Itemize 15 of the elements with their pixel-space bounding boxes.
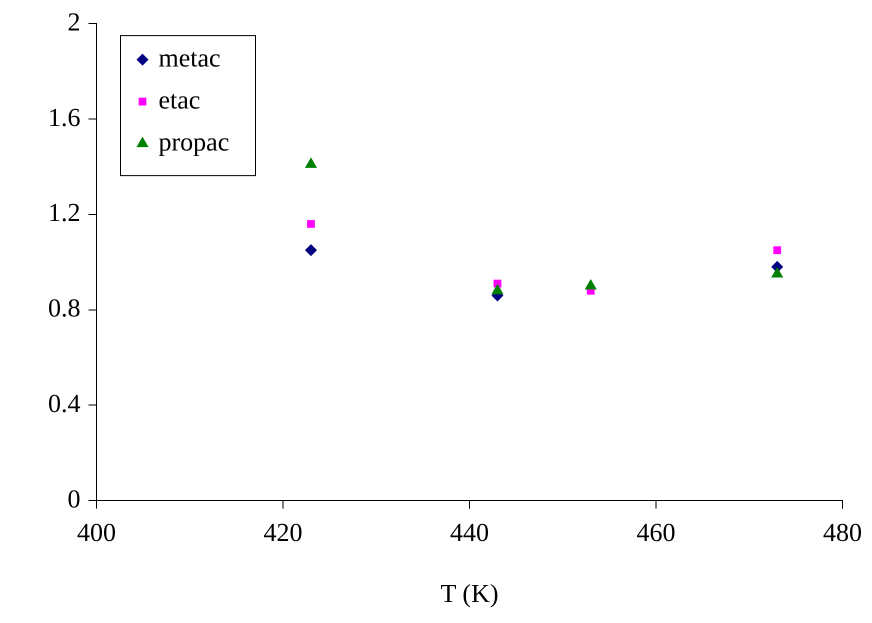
y-tick-label: 1.6 (48, 102, 80, 132)
x-tick-label: 440 (450, 518, 489, 548)
y-tick-label: 0 (68, 484, 80, 514)
y-tick-label: 0.8 (48, 294, 80, 323)
x-tick-label: 460 (636, 518, 676, 548)
legend-label: etac (158, 85, 200, 114)
y-tick-label: 1.2 (48, 198, 80, 228)
legend-label: metac (158, 43, 221, 72)
legend-label: propac (158, 127, 230, 156)
x-tick-label: 420 (264, 518, 302, 548)
y-tick-label: 2 (68, 7, 80, 36)
x-axis-title: T (K) (440, 579, 499, 608)
y-tick-label: 0.4 (48, 389, 80, 418)
x-tick-label: 400 (77, 518, 116, 548)
x-tick-label: 480 (823, 518, 862, 548)
